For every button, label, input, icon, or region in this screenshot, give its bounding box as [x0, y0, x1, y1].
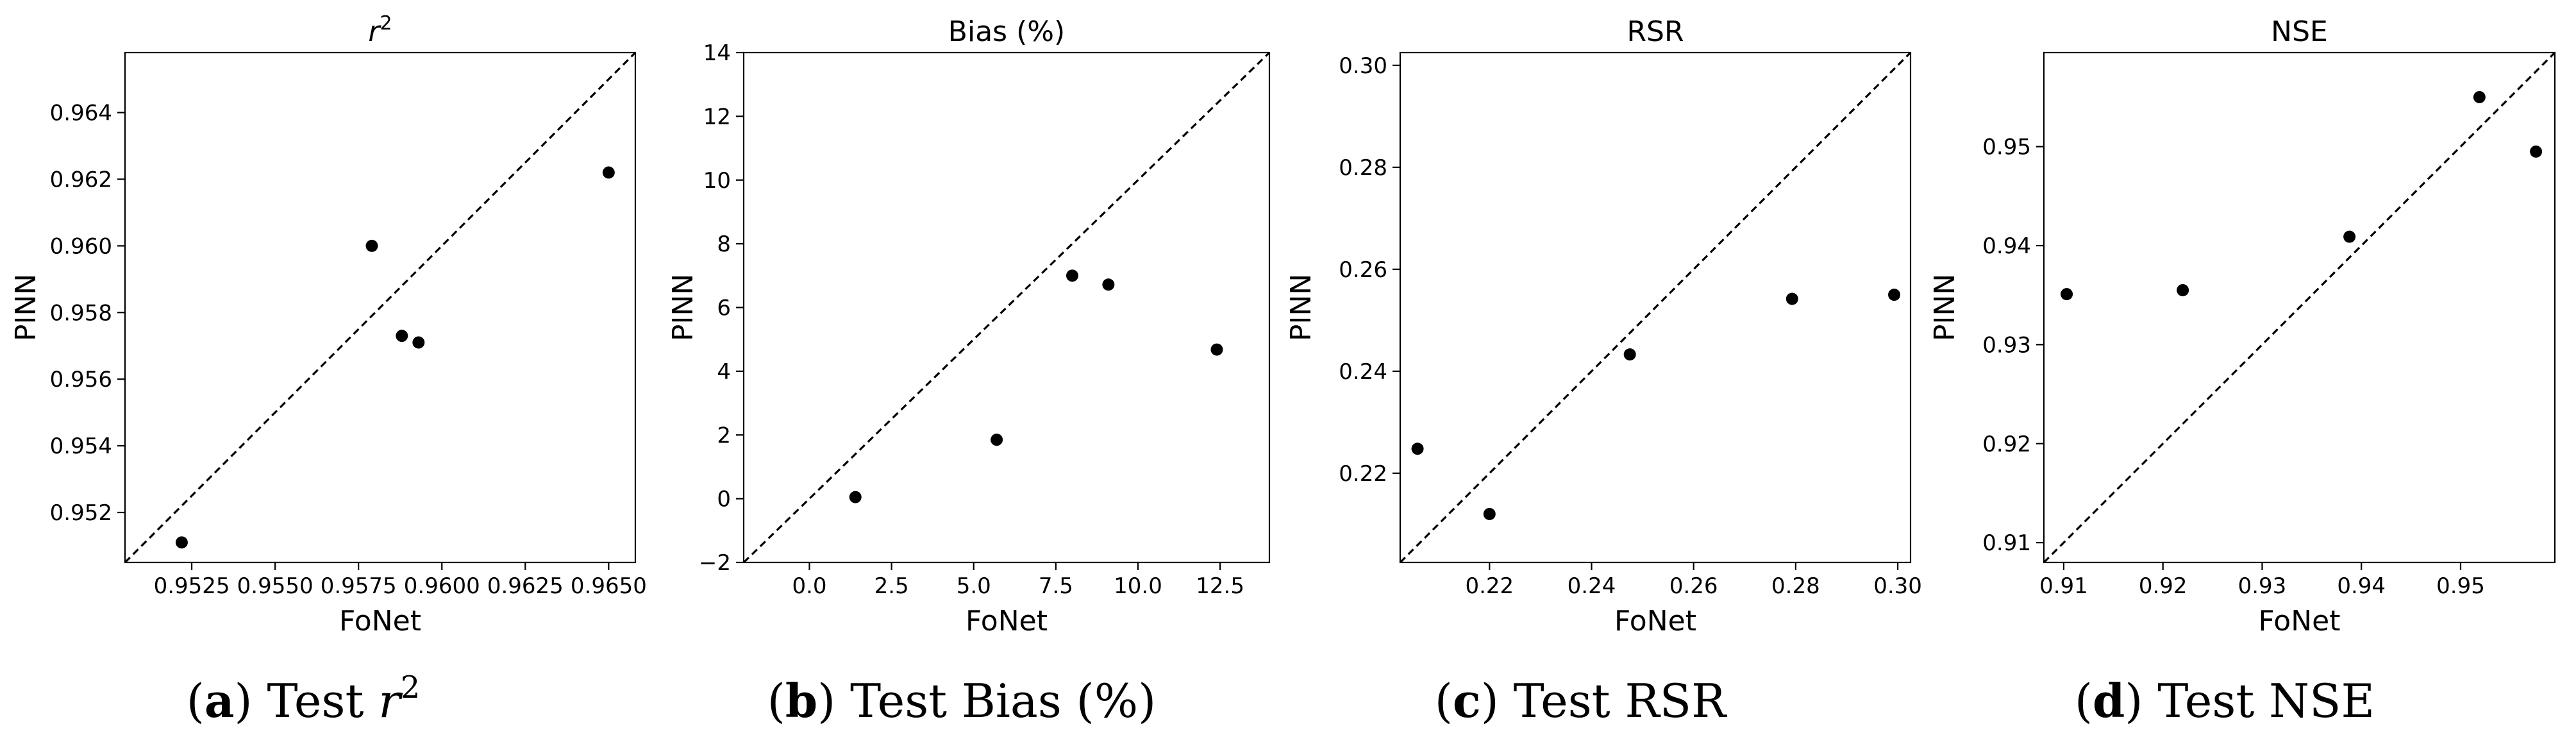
x-tick-label: 0.9650 — [571, 573, 647, 599]
y-tick-label: 2 — [717, 423, 731, 448]
x-tick-label: 7.5 — [1039, 573, 1073, 599]
data-point — [849, 491, 862, 503]
y-tick-label: 0.30 — [1339, 53, 1387, 79]
x-axis-label: FoNet — [2259, 605, 2341, 637]
panel-caption: (d) Test NSE — [2075, 673, 2375, 728]
y-tick-label: 0.954 — [50, 434, 112, 459]
x-tick-label: 0.9600 — [404, 573, 480, 599]
data-point — [1888, 289, 1901, 301]
data-point — [2473, 90, 2486, 103]
x-tick-label: 12.5 — [1196, 573, 1244, 599]
y-tick-label: 0.94 — [1982, 233, 2031, 259]
y-tick-label: 0.22 — [1339, 461, 1387, 487]
y-tick-label: 0.24 — [1339, 359, 1387, 385]
data-point — [365, 239, 378, 252]
data-point — [1411, 443, 1424, 455]
scatter-panel: 0.0 2.5 5.0 7.5 10.0 12.5 −2 0 2 4 6 8 10 12 14 Bias (%… — [667, 15, 1271, 728]
data-point — [2061, 288, 2073, 301]
y-tick-label: 0.93 — [1982, 332, 2031, 358]
identity-reference-line — [1400, 53, 1911, 562]
x-tick-label: 5.0 — [957, 573, 991, 599]
data-point — [1786, 292, 1798, 305]
axes-frame — [124, 51, 637, 564]
x-axis-label: FoNet — [339, 605, 421, 637]
data-point — [1102, 278, 1115, 291]
x-tick-label: 0.95 — [2436, 573, 2485, 599]
y-tick-label: 6 — [717, 296, 731, 321]
x-tick-label: 0.0 — [792, 573, 826, 599]
panel-caption: (a) Test r2 — [187, 670, 421, 728]
data-point — [396, 330, 408, 342]
data-point — [2177, 283, 2189, 296]
y-axis-label: PINN — [1285, 274, 1317, 341]
y-tick-label: 0.958 — [50, 300, 112, 326]
y-tick-label: 0.95 — [1982, 135, 2031, 160]
identity-reference-line — [2044, 53, 2555, 562]
x-tick-label: 0.28 — [1771, 573, 1820, 599]
panel-caption: (c) Test RSR — [1435, 673, 1727, 728]
x-tick-label: 0.93 — [2238, 573, 2287, 599]
panel-caption: (b) Test Bias (%) — [767, 673, 1157, 728]
x-tick-label: 0.24 — [1568, 573, 1616, 599]
y-axis-label: PINN — [667, 274, 699, 341]
y-tick-label: 10 — [703, 168, 731, 194]
y-tick-label: 0.964 — [50, 101, 112, 126]
panel-title: Bias (%) — [948, 15, 1065, 48]
scatter-panel: 0.91 0.92 0.93 0.94 0.95 0.91 0.92 0.93 0.94 0.95… — [1928, 15, 2556, 728]
y-tick-label: 0.26 — [1339, 257, 1387, 283]
x-tick-label: 0.26 — [1669, 573, 1718, 599]
identity-reference-line — [125, 53, 635, 562]
y-tick-label: 0.960 — [50, 233, 112, 259]
x-tick-label: 10.0 — [1114, 573, 1162, 599]
y-tick-label: 0 — [717, 487, 731, 512]
data-point — [991, 434, 1003, 446]
data-point — [2530, 145, 2543, 158]
data-point — [1210, 343, 1223, 356]
x-tick-label: 0.92 — [2139, 573, 2187, 599]
y-tick-label: 4 — [717, 359, 731, 385]
x-tick-label: 0.30 — [1873, 573, 1922, 599]
data-point — [1623, 348, 1636, 361]
panel-title: r2 — [368, 12, 392, 48]
y-tick-label: 0.962 — [50, 167, 112, 192]
x-tick-label: 2.5 — [874, 573, 909, 599]
y-tick-label: 0.91 — [1982, 530, 2031, 556]
data-point — [412, 336, 425, 349]
x-tick-label: 0.9550 — [237, 573, 314, 599]
y-tick-label: 14 — [703, 40, 731, 66]
scatter-panel: 0.22 0.24 0.26 0.28 0.30 0.22 0.24 0.26 0.28 0.30… — [1285, 15, 1922, 728]
x-tick-label: 0.22 — [1465, 573, 1514, 599]
x-axis-label: FoNet — [1614, 605, 1696, 637]
axes-frame — [2043, 51, 2556, 564]
x-tick-label: 0.9575 — [321, 573, 397, 599]
y-axis-label: PINN — [1928, 274, 1961, 341]
panel-title: NSE — [2271, 15, 2328, 48]
data-point — [1483, 507, 1496, 520]
data-point — [1066, 269, 1078, 282]
y-tick-label: −2 — [699, 550, 731, 576]
data-point — [2343, 230, 2356, 243]
y-tick-label: 0.92 — [1982, 432, 2031, 457]
y-tick-label: 8 — [717, 232, 731, 257]
identity-reference-line — [744, 53, 1269, 562]
y-tick-label: 0.28 — [1339, 155, 1387, 181]
y-tick-label: 0.952 — [50, 500, 112, 526]
x-tick-label: 0.9625 — [487, 573, 564, 599]
scatter-panel: 0.9525 0.9550 0.9575 0.9600 0.9625 0.9650 0.95… — [10, 12, 647, 728]
y-axis-label: PINN — [10, 274, 42, 341]
x-tick-label: 0.9525 — [154, 573, 230, 599]
panel-title: RSR — [1627, 15, 1684, 48]
axes-frame — [1399, 51, 1912, 564]
data-point — [602, 166, 615, 179]
x-tick-label: 0.94 — [2337, 573, 2386, 599]
y-tick-label: 12 — [703, 104, 731, 130]
y-tick-label: 0.956 — [50, 367, 112, 392]
data-point — [175, 536, 188, 549]
x-axis-label: FoNet — [966, 605, 1048, 637]
x-tick-label: 0.91 — [2039, 573, 2088, 599]
